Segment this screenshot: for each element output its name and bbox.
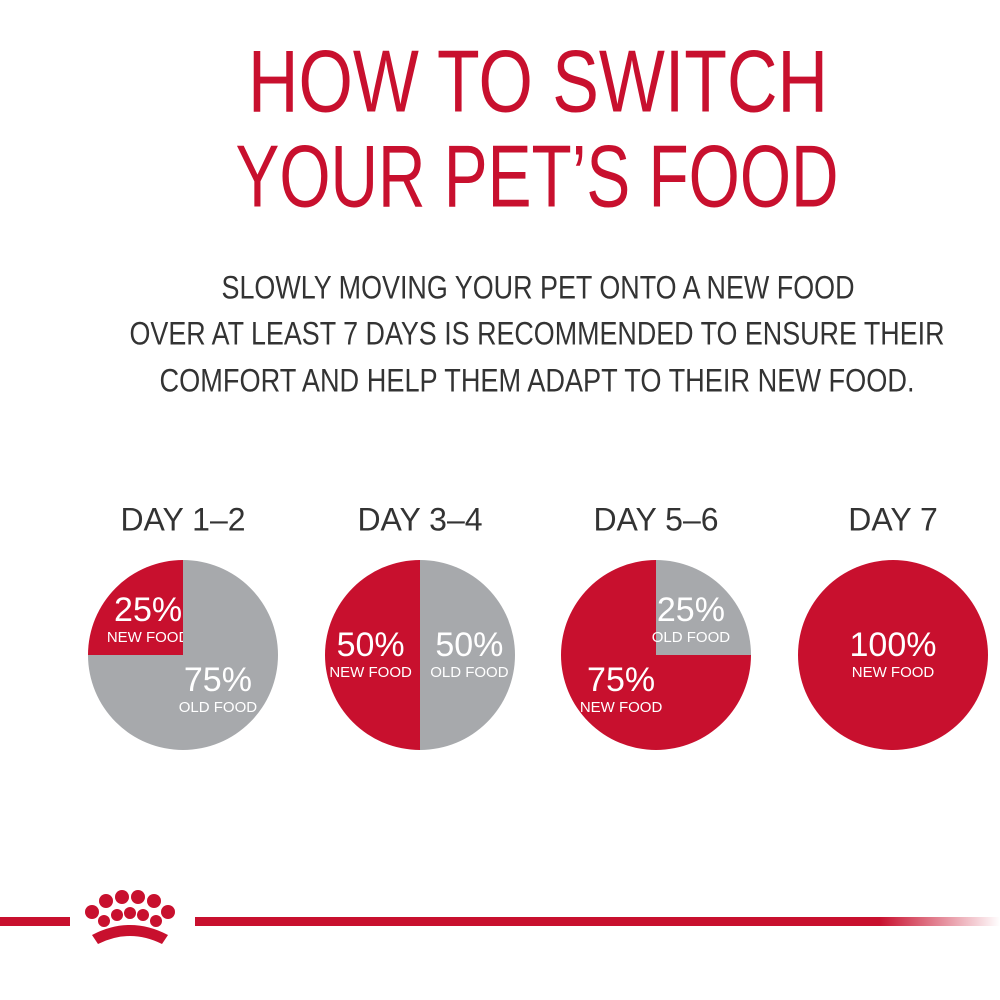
pie-slice	[420, 560, 515, 750]
value-label: 50%	[337, 626, 405, 664]
slice-label: OLD FOOD	[652, 629, 731, 646]
title-line: HOW TO SWITCH	[248, 31, 828, 130]
footer	[0, 890, 1000, 944]
pie-slice	[325, 560, 420, 750]
pie-slice	[798, 560, 988, 750]
slice-label: OLD FOOD	[430, 664, 509, 681]
value-label: 75%	[587, 661, 655, 699]
subtitle-line: SLOWLY MOVING YOUR PET ONTO A NEW FOOD	[222, 269, 855, 305]
day-label: DAY 5–6	[593, 501, 718, 537]
slice-label: OLD FOOD	[179, 699, 258, 716]
title-line: YOUR PET’S FOOD	[236, 126, 839, 225]
slice-label: NEW FOOD	[107, 629, 190, 646]
value-label: 25%	[657, 591, 725, 629]
footer-line	[0, 917, 70, 926]
value-label: 50%	[435, 626, 503, 664]
slice-label: NEW FOOD	[852, 664, 935, 681]
value-label: 100%	[850, 626, 937, 664]
value-label: 25%	[114, 591, 182, 629]
value-label: 75%	[184, 661, 252, 699]
pie-slice	[88, 560, 183, 655]
slice-label: NEW FOOD	[329, 664, 412, 681]
subtitle-line: OVER AT LEAST 7 DAYS IS RECOMMENDED TO E…	[130, 315, 945, 351]
pie-slice	[88, 560, 278, 750]
day-label: DAY 1–2	[120, 501, 245, 537]
footer-line	[195, 917, 1000, 926]
pie-slice	[656, 560, 751, 655]
subtitle-line: COMFORT AND HELP THEM ADAPT TO THEIR NEW…	[160, 362, 915, 398]
slice-label: NEW FOOD	[580, 699, 663, 716]
logo	[85, 890, 175, 944]
day-label: DAY 3–4	[357, 501, 482, 537]
day-label: DAY 7	[848, 501, 938, 537]
